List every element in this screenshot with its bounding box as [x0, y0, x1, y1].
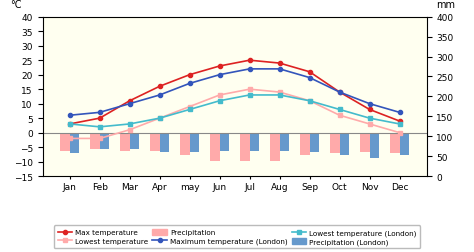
Bar: [160, 133, 169, 152]
Bar: [60, 133, 70, 152]
Bar: [370, 133, 379, 159]
Bar: [250, 133, 259, 151]
Bar: [70, 133, 79, 154]
Bar: [210, 133, 219, 161]
Bar: [390, 133, 400, 153]
Bar: [219, 133, 229, 151]
Bar: [330, 133, 339, 153]
Bar: [310, 133, 319, 152]
Bar: [360, 133, 370, 152]
Bar: [300, 133, 310, 155]
Text: °C: °C: [10, 0, 21, 10]
Bar: [280, 133, 289, 152]
Bar: [180, 133, 190, 155]
Text: mm: mm: [437, 0, 456, 10]
Bar: [400, 133, 409, 155]
Bar: [100, 133, 109, 149]
Bar: [339, 133, 349, 156]
Legend: Max temperature, Lowest temperature, Precipitation, Maximum temperature (London): Max temperature, Lowest temperature, Pre…: [54, 226, 420, 248]
Bar: [90, 133, 100, 149]
Bar: [240, 133, 250, 161]
Bar: [190, 133, 199, 152]
Bar: [130, 133, 139, 150]
Bar: [120, 133, 130, 151]
Bar: [270, 133, 280, 161]
Bar: [150, 133, 160, 151]
